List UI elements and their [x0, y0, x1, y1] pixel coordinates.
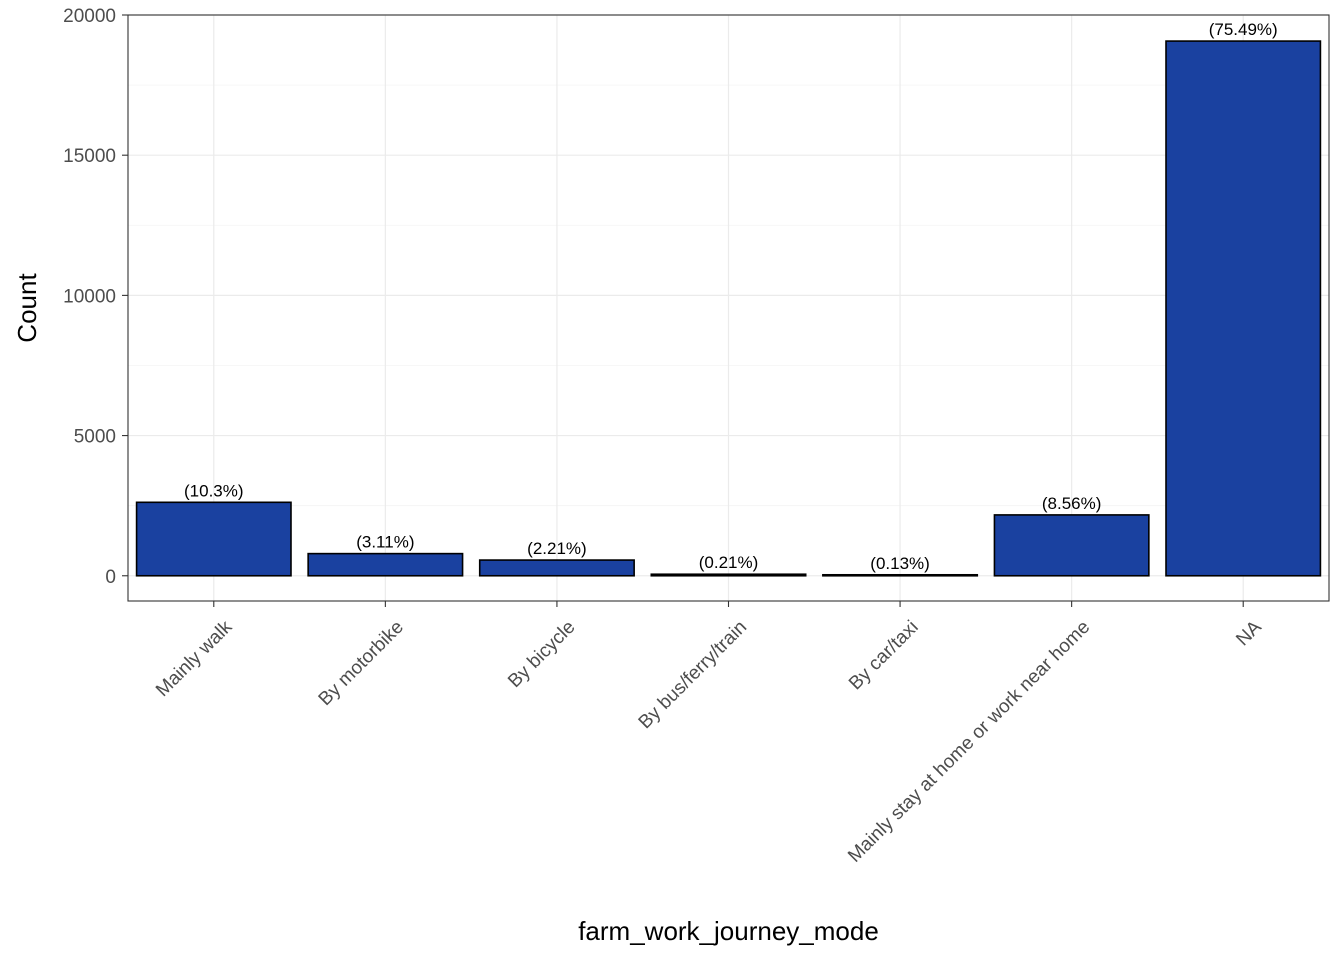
x-tick-label: By motorbike	[315, 617, 408, 710]
bar	[993, 514, 1150, 577]
bar-value-label: (8.56%)	[1042, 494, 1102, 513]
x-tick-label: By bicycle	[504, 617, 579, 692]
x-tick-label: NA	[1232, 617, 1266, 651]
bar	[822, 573, 979, 577]
bar-value-label: (2.21%)	[527, 539, 587, 558]
y-tick-label: 5000	[74, 427, 116, 448]
bar-value-label: (3.11%)	[356, 533, 414, 552]
y-tick-label: 15000	[63, 146, 116, 167]
bar-value-label: (10.3%)	[184, 481, 244, 500]
bar	[135, 501, 292, 577]
y-tick-label: 20000	[63, 6, 116, 27]
bar-labels: (10.3%) (3.11%) (2.21%) (0.21%) (0.13%) (8.56…	[184, 20, 1278, 573]
y-tick-label: 10000	[63, 286, 116, 307]
y-axis-title: Count	[12, 273, 42, 343]
bar	[307, 552, 464, 577]
bar	[650, 573, 807, 577]
y-tick-label: 0	[105, 567, 116, 588]
bar	[478, 559, 635, 577]
x-axis: Mainly walk By motorbike By bicycle By bus/…	[152, 601, 1266, 867]
x-tick-label: By bus/ferry/train	[635, 617, 751, 733]
grid-lines	[128, 14, 1329, 601]
bar	[1165, 40, 1322, 577]
bars	[135, 40, 1322, 577]
x-tick-label: By car/taxi	[845, 617, 923, 695]
x-tick-label: Mainly walk	[152, 616, 237, 701]
bar-value-label: (75.49%)	[1209, 20, 1278, 39]
bar-value-label: (0.13%)	[870, 554, 930, 573]
x-axis-title: farm_work_journey_mode	[578, 916, 879, 946]
bar-value-label: (0.21%)	[699, 553, 759, 572]
y-axis: 0 5000 10000 15000 20000	[63, 6, 128, 588]
